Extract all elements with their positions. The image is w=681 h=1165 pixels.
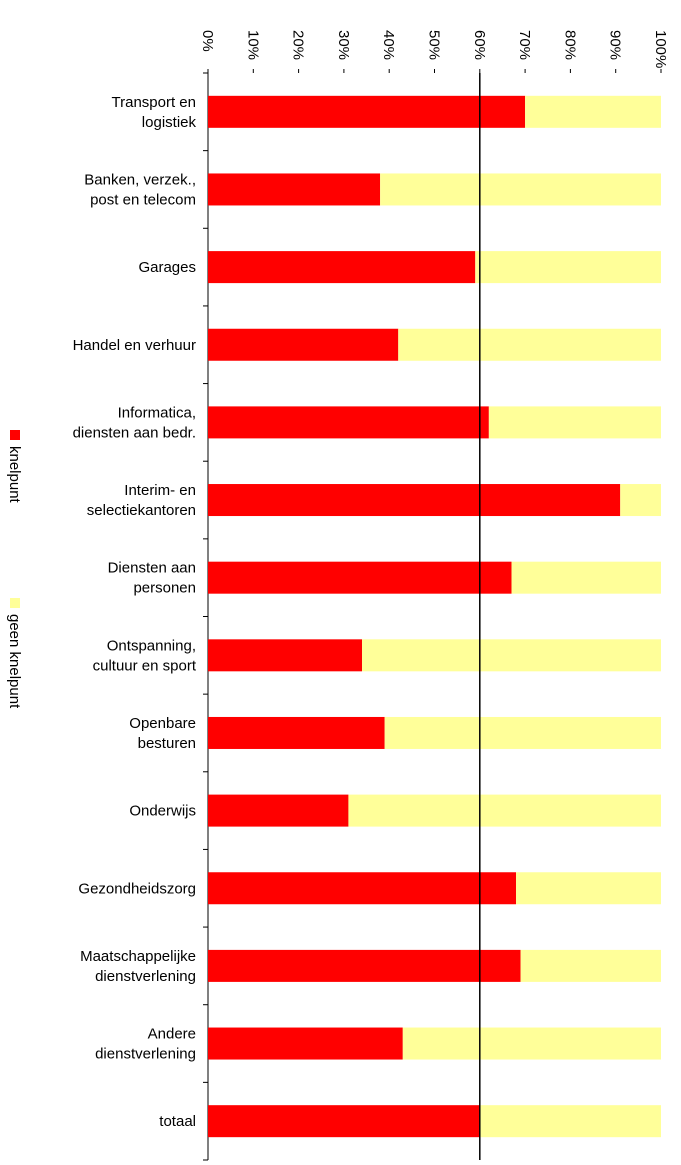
bar <box>208 561 512 594</box>
bar <box>362 639 661 672</box>
category-label-line: Interim- en <box>124 482 196 499</box>
category-label: totaal <box>159 1113 196 1130</box>
category-label-line: Diensten aan <box>108 560 196 577</box>
bar <box>384 716 661 749</box>
category-label-line: Onderwijs <box>129 803 196 820</box>
bar <box>525 95 661 128</box>
category-label: Handel en verhuur <box>73 337 196 354</box>
category-label-line: Handel en verhuur <box>73 337 196 354</box>
bar <box>620 484 661 517</box>
category-label-line: Transport en <box>112 94 197 111</box>
x-tick-label: 50% <box>426 30 443 60</box>
bar <box>208 639 363 672</box>
bar <box>208 794 349 827</box>
x-tick-label: 40% <box>380 30 397 60</box>
legend-label: geen knelpunt <box>6 614 23 709</box>
bar <box>398 328 661 361</box>
bar <box>208 251 476 284</box>
category-label-line: Informatica, <box>118 404 196 421</box>
category-label: Transport en logistiek <box>112 94 197 131</box>
category-label: Interim- en selectiekantoren <box>87 482 196 519</box>
category-label: Ontspanning, cultuur en sport <box>93 637 197 674</box>
bar <box>511 561 661 594</box>
bar <box>208 406 489 439</box>
category-label: Andere dienstverlening <box>95 1026 196 1063</box>
category-label-line: Banken, verzek., <box>84 171 196 188</box>
bar <box>208 1105 480 1138</box>
bar <box>208 484 621 517</box>
category-label-line: Garages <box>138 259 196 276</box>
bar <box>208 949 521 982</box>
category-label-line: dienstverlening <box>95 968 196 985</box>
x-tick-label: 0% <box>199 30 216 52</box>
bar <box>208 173 381 206</box>
bar <box>488 406 661 439</box>
category-label-line: Ontspanning, <box>107 637 196 654</box>
category-label-line: Gezondheidszorg <box>78 880 196 897</box>
x-tick-label: 60% <box>471 30 488 60</box>
legend-swatch <box>10 430 20 440</box>
x-tick-label: 30% <box>335 30 352 60</box>
category-label: Banken, verzek., post en telecom <box>84 171 196 208</box>
x-tick-label: 10% <box>244 30 261 60</box>
category-label-line: besturen <box>138 735 196 752</box>
bar <box>208 872 517 905</box>
x-tick-label: 70% <box>516 30 533 60</box>
x-tick-label: 80% <box>561 30 578 60</box>
category-label: Gezondheidszorg <box>78 880 196 897</box>
category-label-line: Maatschappelijke <box>80 948 196 965</box>
bar <box>402 1027 661 1060</box>
category-label: Informatica, diensten aan bedr. <box>73 404 196 441</box>
category-label-line: post en telecom <box>90 191 196 208</box>
bar <box>348 794 661 827</box>
category-label: Maatschappelijke dienstverlening <box>80 948 196 985</box>
legend-label: knelpunt <box>6 446 23 504</box>
category-label-line: diensten aan bedr. <box>73 424 196 441</box>
category-label-line: Openbare <box>129 715 196 732</box>
category-label-line: selectiekantoren <box>87 502 196 519</box>
bar <box>516 872 661 905</box>
bar <box>520 949 661 982</box>
x-tick-label: 100% <box>652 30 669 68</box>
category-label-line: Andere <box>148 1026 196 1043</box>
category-label: Garages <box>138 259 196 276</box>
bar <box>475 251 661 284</box>
category-label: Diensten aan personen <box>108 560 196 597</box>
category-label-line: cultuur en sport <box>93 657 197 674</box>
bar <box>479 1105 661 1138</box>
bar <box>208 328 399 361</box>
legend-swatch <box>10 598 20 608</box>
category-label: Openbare besturen <box>129 715 196 752</box>
category-label-line: dienstverlening <box>95 1046 196 1063</box>
bar <box>380 173 661 206</box>
category-label-line: personen <box>133 580 196 597</box>
bar <box>208 1027 403 1060</box>
category-label-line: totaal <box>159 1113 196 1130</box>
category-label-line: logistiek <box>142 114 197 131</box>
bar <box>208 95 526 128</box>
category-label: Onderwijs <box>129 803 196 820</box>
x-tick-label: 20% <box>290 30 307 60</box>
bar <box>208 716 385 749</box>
x-tick-label: 90% <box>607 30 624 60</box>
